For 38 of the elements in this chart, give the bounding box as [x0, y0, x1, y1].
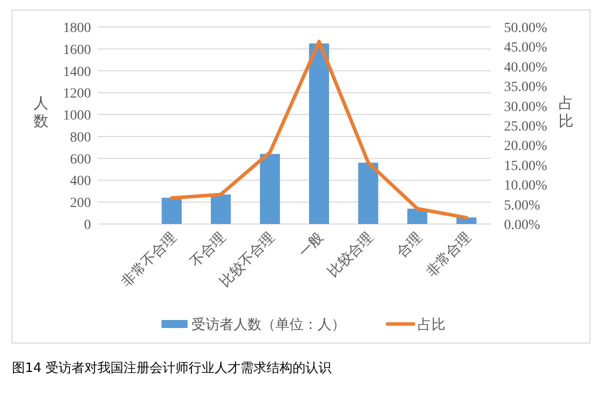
bar — [309, 43, 330, 224]
bar — [260, 154, 280, 224]
y-tick-label: 200 — [70, 196, 91, 212]
y2-tick-label: 40.00% — [504, 60, 548, 76]
bar — [162, 198, 182, 224]
y-tick-label: 1200 — [63, 86, 91, 102]
bar — [210, 194, 231, 224]
y2-tick-label: 50.00% — [504, 21, 548, 36]
y-tick-label: 0 — [84, 218, 91, 233]
y-tick-label: 1600 — [63, 42, 91, 58]
x-tick-label: 合理 — [394, 230, 426, 261]
y2-tick-label: 0.00% — [504, 218, 540, 233]
y2-tick-label: 35.00% — [504, 80, 548, 96]
y2-axis-title: 占比 — [558, 95, 574, 130]
bar — [358, 162, 378, 224]
y-tick-label: 1000 — [63, 108, 91, 124]
y-tick-label: 400 — [70, 174, 91, 190]
y2-tick-label: 5.00% — [504, 198, 540, 214]
legend-label: 占比 — [418, 317, 446, 333]
y-tick-label: 1400 — [63, 64, 91, 80]
y2-tick-label: 45.00% — [504, 40, 548, 56]
y-axis-title: 人数 — [34, 96, 48, 130]
y2-tick-label: 20.00% — [504, 139, 548, 154]
y2-tick-label: 25.00% — [504, 120, 548, 134]
y-tick-label: 1800 — [63, 21, 91, 36]
x-tick-label: 非常不合理 — [118, 230, 180, 290]
y2-tick-label: 30.00% — [504, 100, 548, 115]
x-tick-label: 不合理 — [188, 230, 229, 271]
legend-label: 受访者人数（单位：人） — [192, 317, 346, 333]
y2-tick-label: 15.00% — [504, 158, 548, 174]
x-tick-label: 非常合理 — [423, 230, 474, 280]
y2-tick-label: 10.00% — [504, 178, 548, 194]
y-tick-label: 800 — [70, 130, 91, 146]
x-tick-label: 一般 — [296, 230, 327, 261]
caption: 图14 受访者对我国注册会计师行业人才需求结构的认识 — [12, 360, 332, 376]
line-series — [170, 40, 468, 220]
y-tick-label: 600 — [70, 152, 91, 168]
x-tick-label: 比较合理 — [325, 230, 376, 280]
